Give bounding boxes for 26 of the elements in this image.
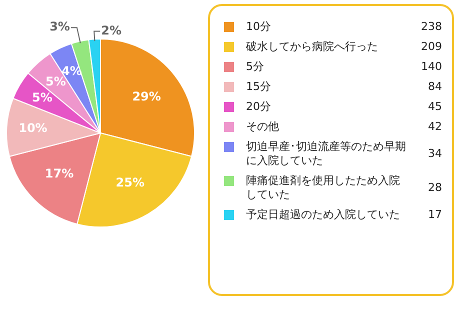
text: 17 <box>427 208 442 222</box>
text: 45 <box>427 100 442 114</box>
text: 42 <box>427 120 442 134</box>
text: 238 <box>420 20 442 34</box>
data-label: 10% <box>18 120 48 135</box>
legend-label: 切迫早産･切迫流産等のため早期に入院していた <box>246 140 407 168</box>
data-label: 29% <box>132 89 161 104</box>
data-label: 25% <box>116 175 145 190</box>
data-label: 3% <box>50 20 70 34</box>
data-label: 5% <box>32 90 52 105</box>
legend-label: 5分 <box>246 60 265 74</box>
text: 140 <box>420 60 442 74</box>
text: 84 <box>427 80 442 94</box>
text: 34 <box>427 147 442 161</box>
legend-label: 10分 <box>246 20 272 34</box>
text: 28 <box>427 181 442 195</box>
legend-label: 20分 <box>246 100 272 114</box>
data-label: 17% <box>44 166 74 180</box>
legend-label: 陣痛促進剤を使用したため入院していた <box>246 174 401 202</box>
data-label: 5% <box>46 74 66 88</box>
legend-label: 破水してから病院へ行った <box>246 40 379 54</box>
data-label: 2% <box>101 23 122 38</box>
legend-label: その他 <box>246 120 280 134</box>
legend-label: 15分 <box>246 80 272 94</box>
text: 209 <box>420 40 442 54</box>
legend-label: 予定日超過のため入院していた <box>246 208 401 222</box>
